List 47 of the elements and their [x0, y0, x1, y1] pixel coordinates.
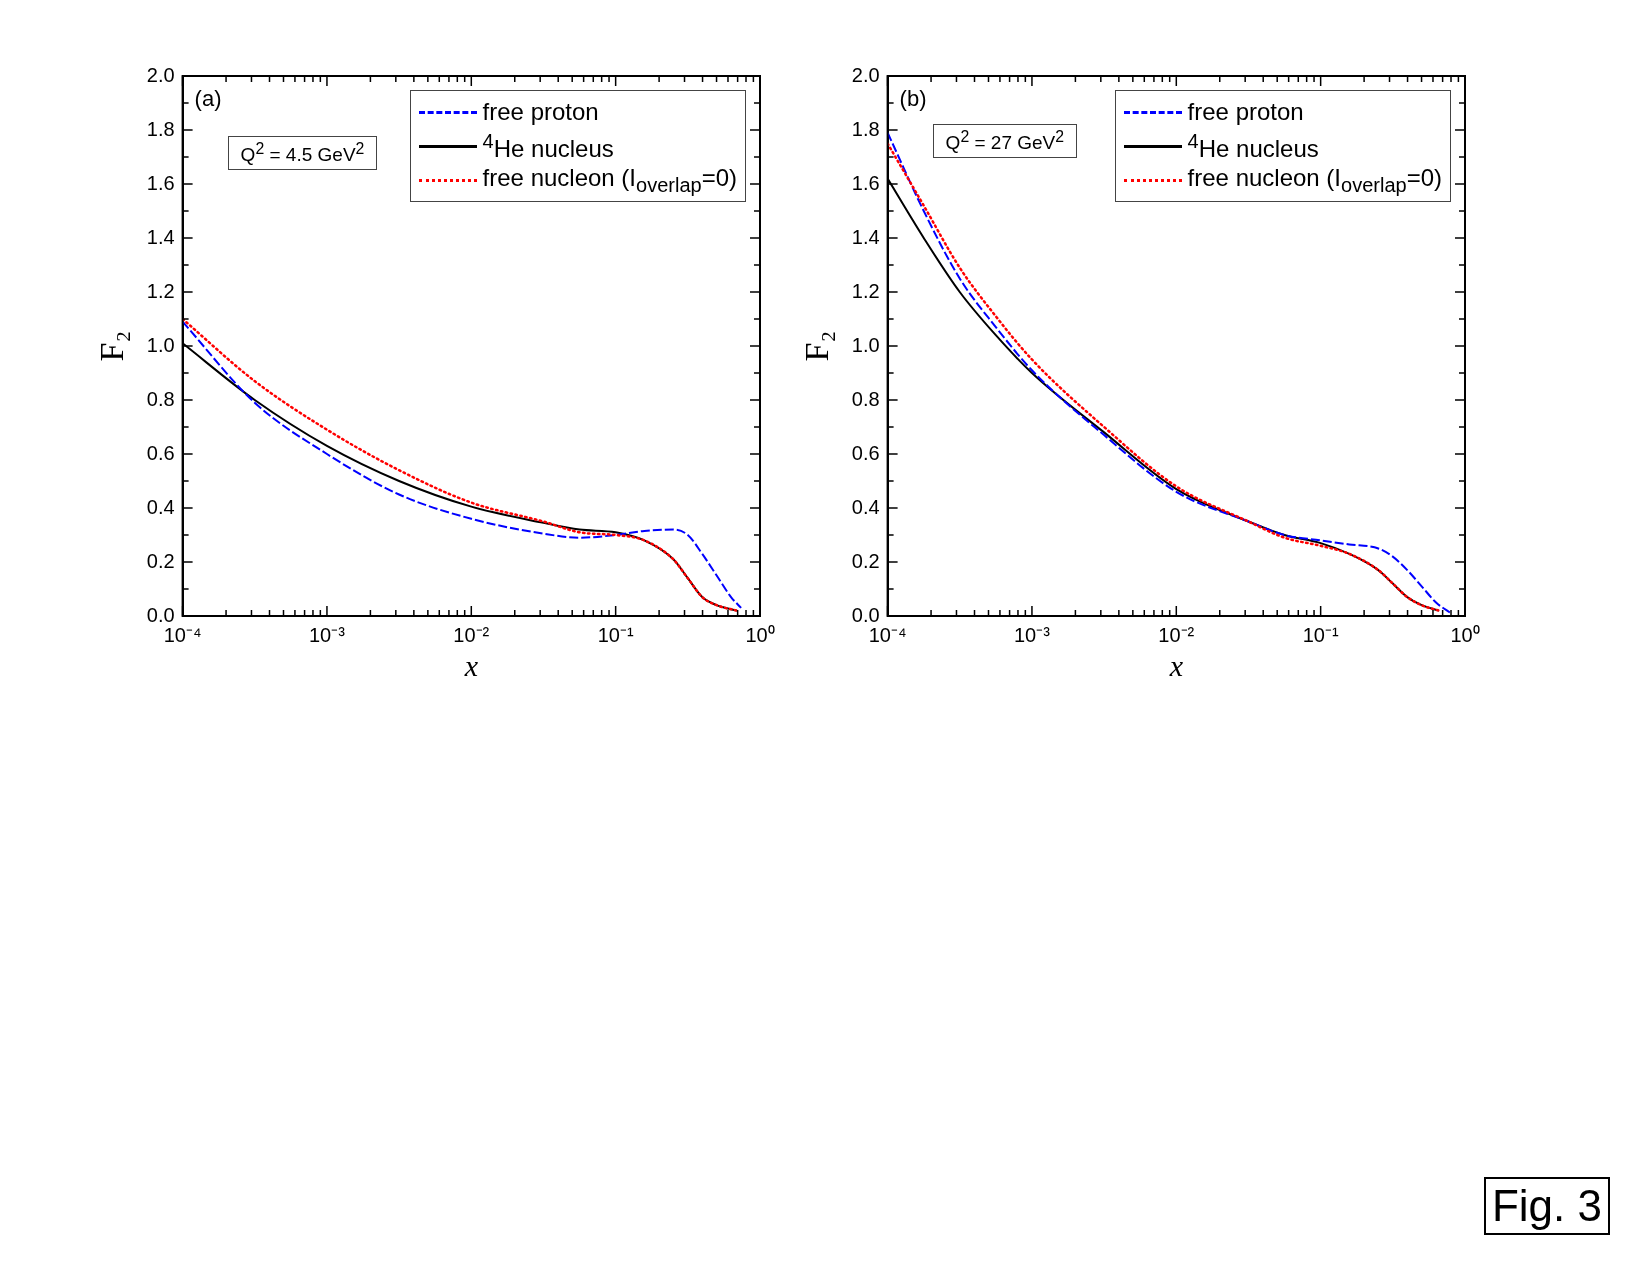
y-tick-label: 0.0: [146, 603, 175, 626]
y-tick-label: 2.0: [851, 63, 880, 86]
y-tick-label: 1.2: [851, 279, 880, 302]
x-axis-title: x: [463, 648, 479, 682]
y-tick-label: 1.8: [146, 117, 175, 140]
x-axis-title: x: [1168, 648, 1184, 682]
y-axis-title: F₂: [798, 330, 836, 362]
legend-label: $^{4}$He nucleus: [1187, 129, 1319, 163]
y-tick-label: 1.2: [146, 279, 175, 302]
x-tick-label: 10⁻³: [309, 623, 346, 646]
caption: Fig. 3: [1483, 1177, 1610, 1235]
y-tick-label: 0.2: [851, 549, 880, 572]
y-tick-label: 0.0: [851, 603, 880, 626]
annotation: Q$^{2}$ = 27 GeV$^{2}$: [932, 124, 1078, 159]
x-tick-label: 10⁻⁴: [868, 623, 907, 646]
y-tick-label: 0.6: [851, 441, 880, 464]
y-tick-label: 0.8: [851, 387, 880, 410]
y-tick-label: 0.6: [146, 441, 175, 464]
annotation: Q$^{2}$ = 4.5 GeV$^{2}$: [227, 136, 378, 171]
y-tick-label: 0.4: [851, 495, 880, 518]
legend-label: free nucleon (I$_{overlap}$=0): [1187, 163, 1442, 197]
annotation: (b): [899, 86, 927, 112]
x-tick-label: 10⁻¹: [597, 623, 634, 646]
y-axis-title: F₂: [93, 330, 131, 362]
x-tick-label: 10⁰: [1450, 623, 1480, 646]
legend-label: free nucleon (I$_{overlap}$=0): [482, 163, 737, 197]
y-tick-label: 1.0: [851, 333, 880, 356]
y-tick-label: 0.8: [146, 387, 175, 410]
x-tick-label: 10⁻⁴: [163, 623, 202, 646]
x-tick-label: 10⁻¹: [1302, 623, 1339, 646]
x-tick-label: 10⁻²: [1158, 623, 1195, 646]
y-tick-label: 2.0: [146, 63, 175, 86]
x-tick-label: 10⁻³: [1014, 623, 1051, 646]
x-tick-label: 10⁰: [745, 623, 775, 646]
annotation: (a): [194, 86, 222, 112]
y-tick-label: 0.2: [146, 549, 175, 572]
y-tick-label: 1.4: [146, 225, 175, 248]
y-tick-label: 1.0: [146, 333, 175, 356]
legend-label: free proton: [1187, 98, 1304, 126]
y-tick-label: 1.6: [146, 171, 175, 194]
y-tick-label: 1.4: [851, 225, 880, 248]
y-tick-label: 1.8: [851, 117, 880, 140]
legend-label: free proton: [482, 98, 599, 126]
y-tick-label: 1.6: [851, 171, 880, 194]
x-tick-label: 10⁻²: [453, 623, 490, 646]
legend-label: $^{4}$He nucleus: [482, 129, 614, 163]
y-tick-label: 0.4: [146, 495, 175, 518]
